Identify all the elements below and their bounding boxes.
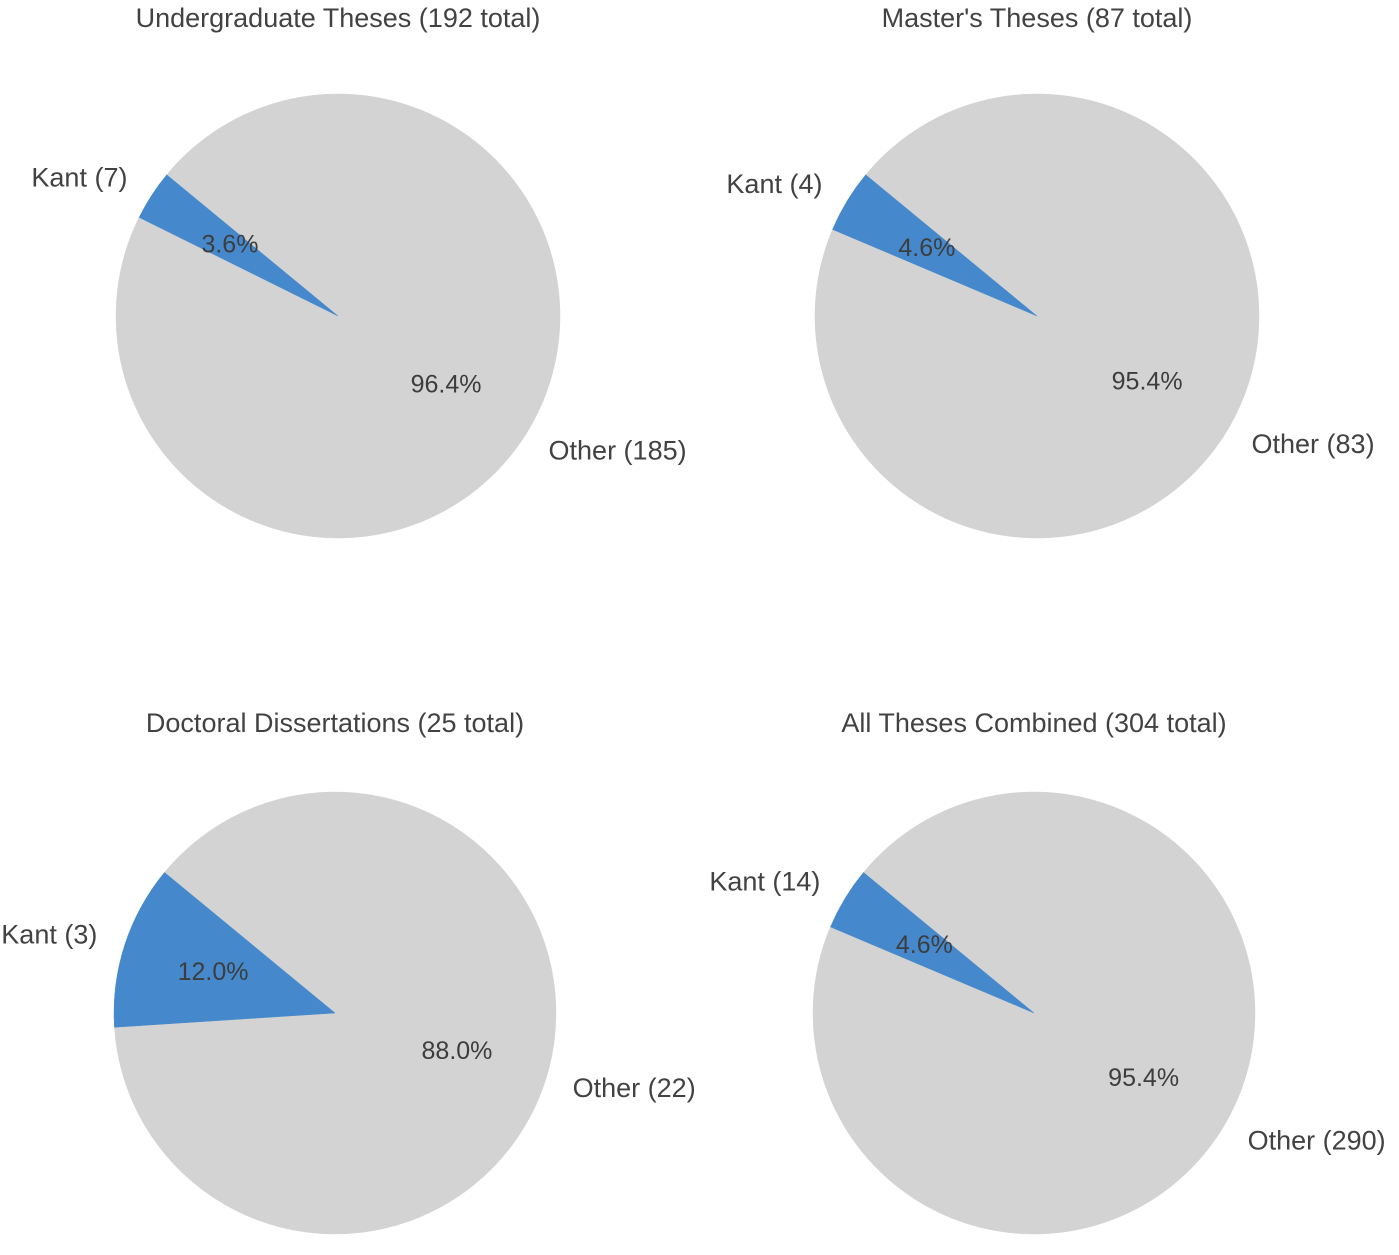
svg-text:12.0%: 12.0%: [178, 958, 249, 986]
svg-text:96.4%: 96.4%: [411, 371, 482, 399]
svg-text:Other (83): Other (83): [1252, 429, 1375, 459]
svg-text:Other (185): Other (185): [549, 436, 687, 466]
svg-text:Kant (14): Kant (14): [709, 867, 820, 897]
svg-text:95.4%: 95.4%: [1108, 1064, 1179, 1092]
svg-text:Kant (4): Kant (4): [726, 169, 822, 199]
svg-text:Kant (7): Kant (7): [31, 163, 127, 193]
svg-text:95.4%: 95.4%: [1112, 367, 1183, 395]
svg-text:Other (22): Other (22): [573, 1073, 696, 1103]
svg-text:Kant (3): Kant (3): [1, 919, 97, 949]
svg-text:4.6%: 4.6%: [896, 931, 953, 959]
svg-text:4.6%: 4.6%: [898, 234, 955, 262]
svg-text:88.0%: 88.0%: [422, 1037, 493, 1065]
svg-text:Other (290): Other (290): [1248, 1126, 1386, 1156]
svg-text:3.6%: 3.6%: [201, 231, 258, 259]
